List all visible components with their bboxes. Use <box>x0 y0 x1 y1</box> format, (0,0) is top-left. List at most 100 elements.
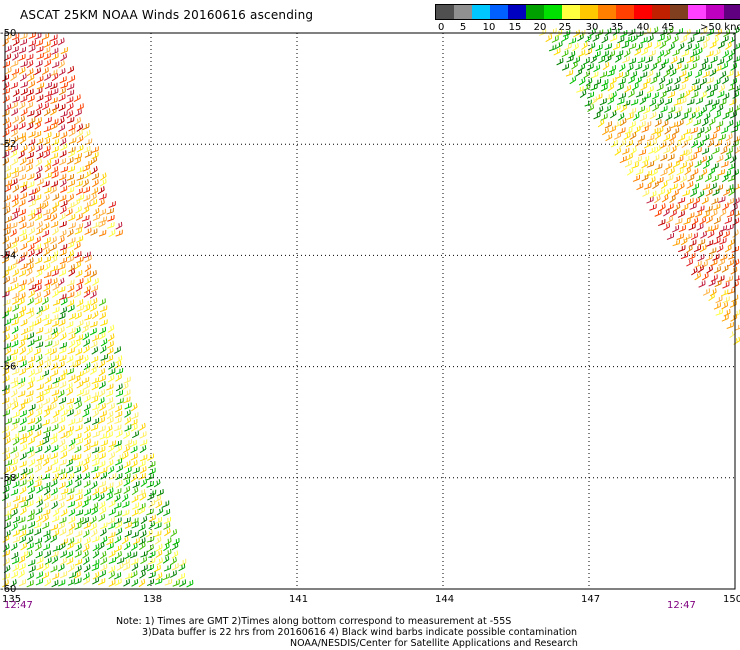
wind-barb <box>51 88 59 96</box>
wind-barb <box>4 45 12 53</box>
wind-barb <box>27 276 35 285</box>
wind-barb <box>44 81 52 90</box>
wind-barb <box>74 577 82 585</box>
wind-barb <box>129 439 137 448</box>
wind-barb <box>90 515 97 525</box>
wind-barb <box>20 108 28 117</box>
wind-barb <box>139 530 147 539</box>
wind-barb <box>90 424 99 431</box>
wind-barb <box>35 542 42 552</box>
wind-barb <box>10 542 18 551</box>
wind-barb <box>60 143 68 151</box>
wind-barb <box>649 98 657 107</box>
wind-barb <box>66 542 74 550</box>
wind-barb <box>90 440 99 448</box>
wind-barb <box>10 348 19 356</box>
wind-barb <box>709 41 717 49</box>
wind-barb <box>26 152 34 159</box>
wind-barb <box>92 492 100 501</box>
wind-barb <box>179 558 187 567</box>
wind-barb <box>83 472 90 481</box>
wind-barb <box>668 167 675 176</box>
legend-swatch <box>724 5 740 19</box>
wind-barb <box>18 516 26 524</box>
wind-barb <box>42 457 50 467</box>
wind-barb <box>651 127 659 136</box>
wind-barb <box>91 334 100 342</box>
wind-barb <box>67 65 75 74</box>
wind-barb <box>702 134 710 142</box>
wind-barb <box>725 41 732 50</box>
wind-barb <box>74 432 82 440</box>
wind-barb <box>114 572 122 580</box>
wind-barb <box>2 325 10 333</box>
wind-barb <box>27 436 35 445</box>
wind-barb <box>114 544 122 553</box>
legend-swatch <box>544 5 562 19</box>
wind-barb <box>132 467 140 474</box>
wind-barb <box>66 409 74 417</box>
wind-barb <box>138 537 146 546</box>
wind-barb <box>690 127 698 134</box>
wind-barb <box>90 340 98 349</box>
wind-barb <box>74 227 82 235</box>
wind-barb <box>42 313 50 322</box>
wind-barb <box>73 242 81 250</box>
wind-barb <box>691 168 699 176</box>
wind-barb <box>646 196 654 204</box>
wind-barb <box>140 556 148 565</box>
wind-barb <box>605 133 613 142</box>
wind-barb <box>11 33 20 41</box>
wind-barb <box>60 538 68 546</box>
wind-barb <box>123 445 130 453</box>
wind-barb <box>75 494 83 502</box>
wind-barb <box>680 174 687 183</box>
wind-barb <box>84 254 92 263</box>
wind-barb <box>57 286 66 293</box>
wind-barb <box>25 549 33 559</box>
wind-barb <box>708 292 715 302</box>
wind-barb <box>608 65 617 73</box>
wind-barb <box>98 446 106 454</box>
wind-barb <box>726 259 734 267</box>
wind-barb <box>2 550 10 557</box>
wind-barb <box>12 199 19 208</box>
wind-barb <box>89 327 97 336</box>
wind-barb <box>50 82 58 90</box>
wind-barb <box>20 334 29 342</box>
wind-barb <box>692 42 700 51</box>
wind-barb <box>98 381 106 389</box>
legend-tick-label: 20 <box>533 22 547 33</box>
wind-barb <box>66 403 74 413</box>
wind-barb <box>156 557 163 566</box>
wind-barb <box>50 186 57 194</box>
wind-barb <box>618 92 626 100</box>
wind-barb <box>60 185 68 193</box>
wind-barb <box>99 208 107 217</box>
wind-barb <box>67 299 75 307</box>
wind-barb <box>84 160 93 168</box>
wind-barb <box>35 475 43 483</box>
wind-barb <box>58 158 67 166</box>
wind-barb <box>97 186 105 195</box>
wind-barb <box>138 506 146 515</box>
wind-barb <box>11 135 19 144</box>
wind-barb <box>576 86 584 93</box>
wind-barb <box>699 77 707 86</box>
wind-barb <box>10 458 18 466</box>
wind-barb <box>68 418 76 426</box>
wind-barb <box>146 473 154 481</box>
wind-barb <box>66 557 74 565</box>
wind-barb <box>139 445 147 454</box>
wind-barb <box>728 187 735 197</box>
wind-barb <box>730 313 738 322</box>
wind-barb <box>67 241 75 249</box>
wind-barb <box>76 103 84 111</box>
wind-barb <box>131 502 140 510</box>
wind-barb <box>76 174 84 181</box>
wind-barb <box>27 409 34 418</box>
wind-barb <box>609 77 617 85</box>
wind-barb <box>706 90 714 98</box>
wind-barb <box>179 579 187 587</box>
wind-barb <box>35 256 43 265</box>
